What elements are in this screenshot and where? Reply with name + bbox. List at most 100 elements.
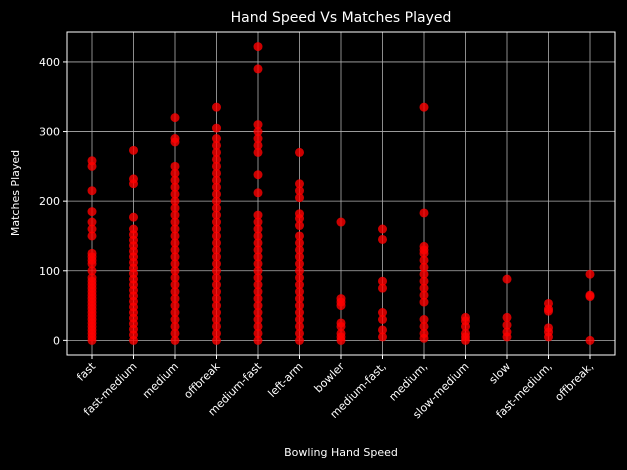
point — [253, 287, 263, 297]
point — [212, 314, 221, 324]
point — [295, 209, 304, 219]
point — [170, 301, 180, 311]
point — [170, 175, 180, 185]
point — [253, 335, 263, 345]
point — [378, 332, 387, 342]
point — [253, 314, 263, 324]
point — [295, 314, 304, 324]
point — [295, 238, 304, 248]
point — [170, 231, 180, 241]
point — [295, 147, 304, 157]
x-tick-label: offbreak, — [552, 360, 596, 404]
point — [212, 189, 221, 199]
point — [253, 308, 263, 318]
y-tick-label: 0 — [53, 334, 60, 347]
point — [87, 156, 97, 166]
point — [378, 276, 387, 286]
point — [295, 294, 304, 304]
x-tick-label: medium, — [386, 360, 430, 404]
point — [419, 276, 429, 286]
point — [295, 308, 304, 318]
y-tick-label: 400 — [39, 56, 60, 69]
point — [212, 231, 221, 241]
point — [295, 280, 304, 290]
point — [170, 252, 180, 262]
point — [461, 328, 470, 338]
point — [336, 318, 346, 328]
point — [129, 145, 138, 155]
y-tick-label: 300 — [39, 126, 60, 139]
point — [212, 154, 221, 164]
point — [253, 301, 263, 311]
y-axis-label: Matches Played — [9, 150, 22, 236]
point — [253, 294, 263, 304]
point — [295, 231, 304, 241]
point — [419, 314, 429, 324]
point — [295, 193, 304, 203]
x-tick-label: offbreak — [181, 359, 223, 401]
point — [170, 113, 180, 123]
point — [212, 245, 221, 255]
point — [212, 147, 221, 157]
point — [295, 328, 304, 338]
point — [87, 217, 97, 227]
point — [253, 273, 263, 283]
point — [212, 266, 221, 276]
point — [170, 335, 180, 345]
point — [212, 182, 221, 192]
point — [87, 231, 97, 241]
point — [419, 297, 429, 307]
point — [419, 328, 429, 338]
x-tick-label: slow — [487, 360, 514, 387]
point — [170, 273, 180, 283]
point — [461, 312, 470, 322]
point — [129, 174, 138, 184]
point — [419, 241, 429, 251]
point — [585, 290, 595, 300]
point — [253, 321, 263, 331]
point — [378, 314, 387, 324]
point — [253, 252, 263, 262]
point — [170, 321, 180, 331]
point — [295, 245, 304, 255]
point — [170, 238, 180, 248]
point — [212, 294, 221, 304]
point — [170, 245, 180, 255]
point — [170, 168, 180, 178]
point — [419, 255, 429, 265]
point — [419, 290, 429, 300]
point — [295, 301, 304, 311]
point — [212, 161, 221, 171]
point — [212, 287, 221, 297]
point — [253, 328, 263, 338]
point — [129, 212, 138, 222]
point — [419, 102, 429, 112]
point — [170, 280, 180, 290]
point — [295, 266, 304, 276]
point — [295, 287, 304, 297]
point — [170, 203, 180, 213]
point — [212, 328, 221, 338]
point — [212, 102, 221, 112]
point — [212, 335, 221, 345]
point — [87, 266, 97, 276]
point — [170, 196, 180, 206]
y-tick-label: 100 — [39, 265, 60, 278]
point — [253, 188, 263, 198]
x-axis-label: Bowling Hand Speed — [284, 446, 398, 459]
point — [212, 321, 221, 331]
point — [378, 325, 387, 335]
point — [212, 196, 221, 206]
point — [170, 210, 180, 220]
point — [378, 308, 387, 318]
point — [419, 321, 429, 331]
point — [502, 274, 512, 284]
point — [212, 134, 221, 144]
point — [585, 335, 595, 345]
point — [212, 280, 221, 290]
x-tick-label: left-arm — [266, 360, 306, 400]
point — [253, 42, 263, 52]
point — [378, 234, 387, 244]
point — [87, 273, 97, 283]
